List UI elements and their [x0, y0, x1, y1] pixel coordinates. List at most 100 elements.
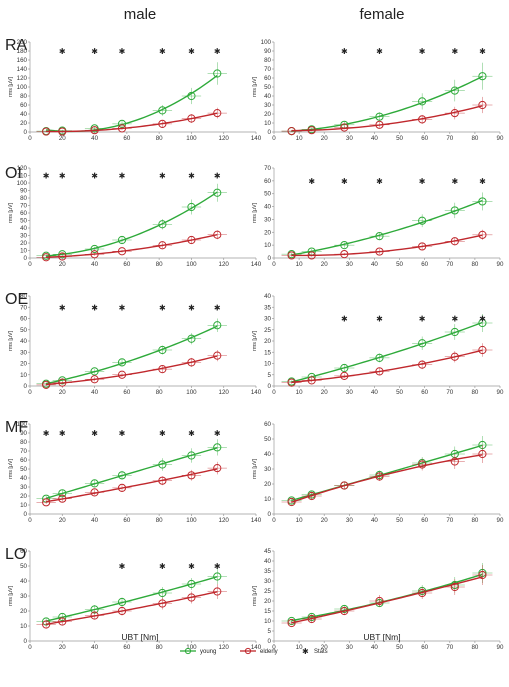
- y-tick-label: 45: [264, 548, 271, 555]
- data-point-elderly: [213, 109, 222, 118]
- data-point-elderly: [90, 488, 99, 497]
- y-tick-label: 0: [24, 638, 28, 645]
- y-tick-label: 80: [264, 57, 271, 64]
- y-tick-label: 20: [264, 338, 271, 345]
- data-point-elderly: [42, 127, 51, 136]
- y-axis-label: rms [µV]: [252, 202, 258, 223]
- stats-marker: ✱: [119, 429, 126, 438]
- y-tick-label: 50: [264, 191, 271, 198]
- x-tick-label: 90: [497, 517, 504, 524]
- x-tick-label: 50: [396, 135, 403, 142]
- y-tick-label: 30: [20, 233, 27, 240]
- legend-stats-marker: ✱: [302, 647, 309, 656]
- x-tick-label: 20: [59, 644, 66, 651]
- y-tick-label: 10: [20, 623, 27, 630]
- legend-young-marker: [184, 647, 192, 655]
- x-tick-label: 40: [91, 644, 98, 651]
- y-tick-label: 160: [17, 57, 28, 64]
- y-tick-label: 70: [264, 66, 271, 73]
- x-tick-label: 0: [28, 389, 32, 396]
- x-tick-label: 60: [421, 644, 428, 651]
- y-tick-label: 20: [20, 493, 27, 500]
- y-tick-label: 35: [264, 568, 271, 575]
- x-tick-label: 80: [471, 517, 478, 524]
- stats-marker: ✱: [59, 172, 66, 181]
- y-tick-label: 10: [264, 361, 271, 368]
- x-tick-label: 80: [471, 644, 478, 651]
- y-tick-label: 200: [17, 39, 28, 46]
- data-point-elderly: [478, 230, 487, 239]
- data-point-young: [418, 216, 427, 225]
- stats-marker: ✱: [188, 429, 195, 438]
- stats-marker: ✱: [419, 47, 426, 56]
- x-tick-label: 120: [219, 517, 230, 524]
- data-point-young: [478, 197, 487, 206]
- data-point-young: [375, 353, 384, 362]
- data-point-young: [117, 235, 127, 245]
- trend-line-elderly: [46, 591, 218, 625]
- data-point-young: [117, 358, 127, 367]
- y-tick-label: 100: [261, 39, 272, 46]
- data-point-elderly: [418, 242, 427, 251]
- stats-marker: ✱: [214, 562, 221, 571]
- stats-marker: ✱: [59, 429, 66, 438]
- y-tick-label: 70: [20, 203, 27, 210]
- series-young-lo-male: [36, 569, 227, 626]
- series-young-oe-female: [281, 314, 493, 386]
- data-point-elderly: [418, 588, 427, 598]
- data-point-elderly: [90, 611, 99, 620]
- data-point-young: [158, 588, 167, 598]
- data-point-young: [418, 97, 427, 106]
- row-label-oe: OE: [5, 291, 28, 308]
- stats-marker: ✱: [376, 177, 383, 186]
- x-tick-label: 80: [156, 261, 163, 268]
- stats-marker: ✱: [119, 303, 126, 312]
- x-tick-label: 140: [251, 517, 262, 524]
- data-point-young: [375, 232, 384, 241]
- y-tick-label: 90: [20, 188, 27, 195]
- data-point-young: [187, 451, 196, 460]
- x-axis-label-male: UBT [Nm]: [121, 632, 158, 642]
- column-title-male: male: [124, 6, 157, 23]
- data-point-elderly: [187, 114, 196, 123]
- stats-marker: ✱: [376, 47, 383, 56]
- series-elderly-lo-male: [36, 584, 227, 629]
- data-point-elderly: [287, 251, 296, 260]
- series-young-ra-male: [36, 62, 227, 136]
- y-tick-label: 15: [264, 349, 271, 356]
- data-point-young: [158, 345, 167, 355]
- data-point-young: [213, 69, 222, 78]
- data-point-elderly: [42, 253, 51, 262]
- data-point-elderly: [158, 241, 167, 250]
- x-tick-label: 10: [296, 135, 303, 142]
- series-young-oi-male: [36, 183, 227, 260]
- x-tick-label: 0: [272, 517, 276, 524]
- data-point-elderly: [418, 460, 427, 469]
- x-tick-label: 120: [219, 261, 230, 268]
- data-point-elderly: [307, 251, 316, 260]
- y-tick-label: 20: [264, 598, 271, 605]
- stats-marker: ✱: [188, 303, 195, 312]
- y-tick-label: 10: [20, 248, 27, 255]
- y-tick-label: 60: [264, 178, 271, 185]
- x-tick-label: 30: [346, 644, 353, 651]
- data-point-elderly: [450, 237, 459, 246]
- data-point-elderly: [375, 472, 384, 481]
- data-point-elderly: [187, 471, 196, 480]
- y-tick-label: 10: [20, 372, 27, 379]
- x-tick-label: 100: [186, 517, 197, 524]
- chart-lo-male: 0 10 20 30 40 50 60 0 20 40 60 80 100 120 140 rms [µV] ✱…: [8, 548, 262, 651]
- data-point-elderly: [117, 370, 127, 379]
- data-point-elderly: [478, 100, 487, 110]
- stats-marker: ✱: [59, 47, 66, 56]
- y-tick-label: 100: [17, 421, 28, 428]
- series-young-oi-female: [281, 192, 493, 259]
- x-tick-label: 10: [296, 517, 303, 524]
- x-tick-label: 0: [28, 261, 32, 268]
- stats-marker: ✱: [451, 177, 458, 186]
- y-axis-label: rms [µV]: [252, 585, 258, 606]
- data-point-young: [158, 460, 167, 469]
- y-tick-label: 60: [20, 548, 27, 555]
- y-axis-label: rms [µV]: [252, 458, 258, 479]
